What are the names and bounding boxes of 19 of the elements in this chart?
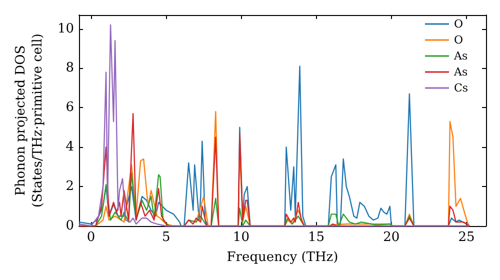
x-tick-label: 20 (383, 230, 400, 245)
x-tick-label: 10 (232, 230, 250, 245)
x-axis-title: Frequency (THz) (226, 250, 338, 265)
y-tick-label: 0 (66, 218, 74, 234)
y-tick-label: 2 (66, 179, 74, 194)
legend-label: Cs (454, 82, 468, 94)
legend-label: O (454, 34, 464, 46)
y-tick-label: 8 (66, 60, 74, 76)
x-tick-label: 0 (86, 230, 96, 245)
y-tick-label: 10 (57, 21, 74, 36)
y-axis-title: Phonon projected DOS (States/THz·primitive cell) (14, 33, 46, 208)
x-tick-label: 15 (308, 230, 325, 245)
legend-label: O (454, 18, 464, 30)
legend-label: As (453, 50, 468, 62)
y-tick-label: 4 (66, 140, 74, 155)
legend-label: As (453, 66, 468, 78)
x-tick-label: 25 (458, 230, 475, 245)
x-tick-label: 5 (162, 230, 170, 245)
y-tick-label: 6 (66, 100, 74, 116)
